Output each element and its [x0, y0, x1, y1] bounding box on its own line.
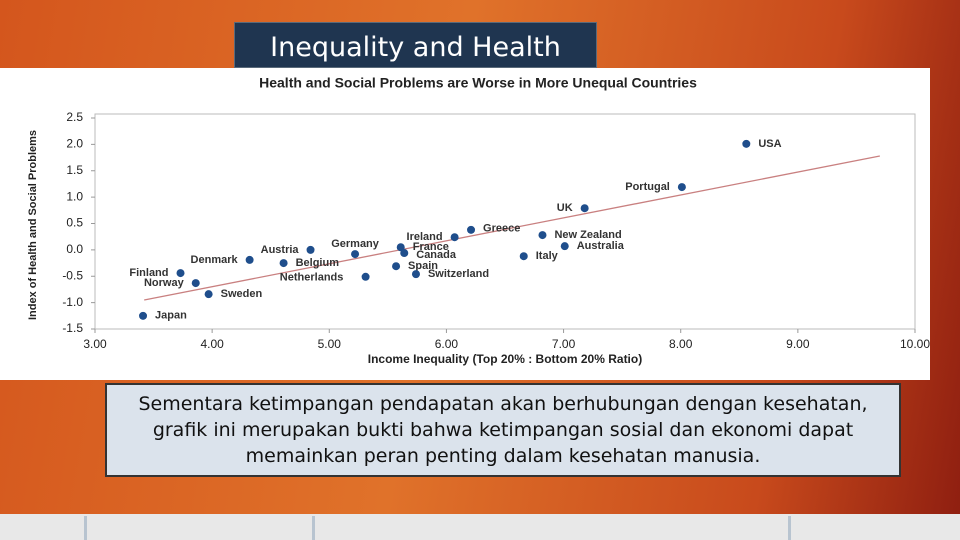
point	[400, 249, 409, 258]
point-label: Australia	[577, 240, 625, 252]
point-label: Japan	[155, 310, 187, 322]
x-tick-label: 6.00	[435, 337, 459, 351]
point	[204, 290, 213, 299]
y-axis-label: Index of Health and Social Problems	[27, 130, 39, 320]
point	[467, 225, 476, 234]
x-tick-label: 4.00	[200, 337, 224, 351]
divider	[788, 516, 791, 540]
point-label: Canada	[416, 249, 457, 261]
point	[279, 259, 288, 268]
point-label: Greece	[483, 223, 520, 235]
point	[538, 231, 547, 240]
point-label: Sweden	[221, 288, 263, 300]
y-tick-label: -0.5	[62, 268, 83, 282]
slide-title: Inequality and Health	[234, 22, 597, 68]
trend-line	[144, 155, 880, 301]
point-label: Finland	[129, 267, 168, 279]
point	[411, 270, 420, 279]
point	[560, 242, 569, 251]
point	[245, 255, 254, 264]
point	[176, 269, 185, 278]
x-axis-label: Income Inequality (Top 20% : Bottom 20% …	[368, 352, 642, 366]
y-tick-label: 0.5	[66, 216, 83, 230]
y-tick-label: 1.0	[66, 189, 83, 203]
plot-frame	[94, 113, 916, 330]
point-label: USA	[758, 138, 781, 150]
point	[361, 272, 370, 281]
point-label: Portugal	[625, 181, 670, 193]
chart-background	[0, 68, 930, 380]
point	[392, 262, 401, 271]
point-label: Germany	[331, 238, 380, 250]
footer-strip	[0, 514, 960, 540]
point-label: Denmark	[191, 254, 239, 266]
y-tick-label: 1.5	[66, 163, 83, 177]
point	[306, 245, 315, 254]
divider	[312, 516, 315, 540]
point	[677, 183, 686, 192]
x-tick-label: 8.00	[669, 337, 693, 351]
x-tick-label: 9.00	[786, 337, 810, 351]
point	[519, 252, 528, 261]
divider	[84, 516, 87, 540]
point	[139, 311, 148, 320]
x-tick-label: 10.00	[900, 337, 930, 351]
point-label: Belgium	[296, 257, 340, 269]
point-label: New Zealand	[554, 229, 621, 241]
point	[580, 204, 589, 213]
y-tick-label: 0.0	[66, 242, 83, 256]
x-tick-label: 7.00	[552, 337, 576, 351]
point-label: France	[413, 241, 449, 253]
x-tick-label: 3.00	[83, 337, 107, 351]
y-tick-label: 2.5	[66, 110, 83, 124]
x-tick-label: 5.00	[318, 337, 342, 351]
point-label: UK	[557, 202, 573, 214]
point-label: Italy	[536, 250, 559, 262]
point-label: Netherlands	[280, 272, 344, 284]
point-label: Switzerland	[428, 268, 489, 280]
point-label: Ireland	[407, 231, 443, 243]
caption: Sementara ketimpangan pendapatan akan be…	[105, 383, 901, 477]
point-label: Austria	[261, 244, 300, 256]
y-tick-label: 2.0	[66, 137, 83, 151]
y-tick-label: -1.0	[62, 295, 83, 309]
point	[742, 139, 751, 148]
point	[396, 243, 405, 252]
point	[351, 250, 360, 259]
point-label: Spain	[408, 260, 438, 272]
chart-title: Health and Social Problems are Worse in …	[259, 75, 697, 91]
point	[191, 279, 200, 288]
y-tick-label: -1.5	[62, 321, 83, 335]
chart: Health and Social Problems are Worse in …	[0, 68, 930, 380]
point	[450, 233, 459, 242]
point-label: Norway	[144, 277, 185, 289]
